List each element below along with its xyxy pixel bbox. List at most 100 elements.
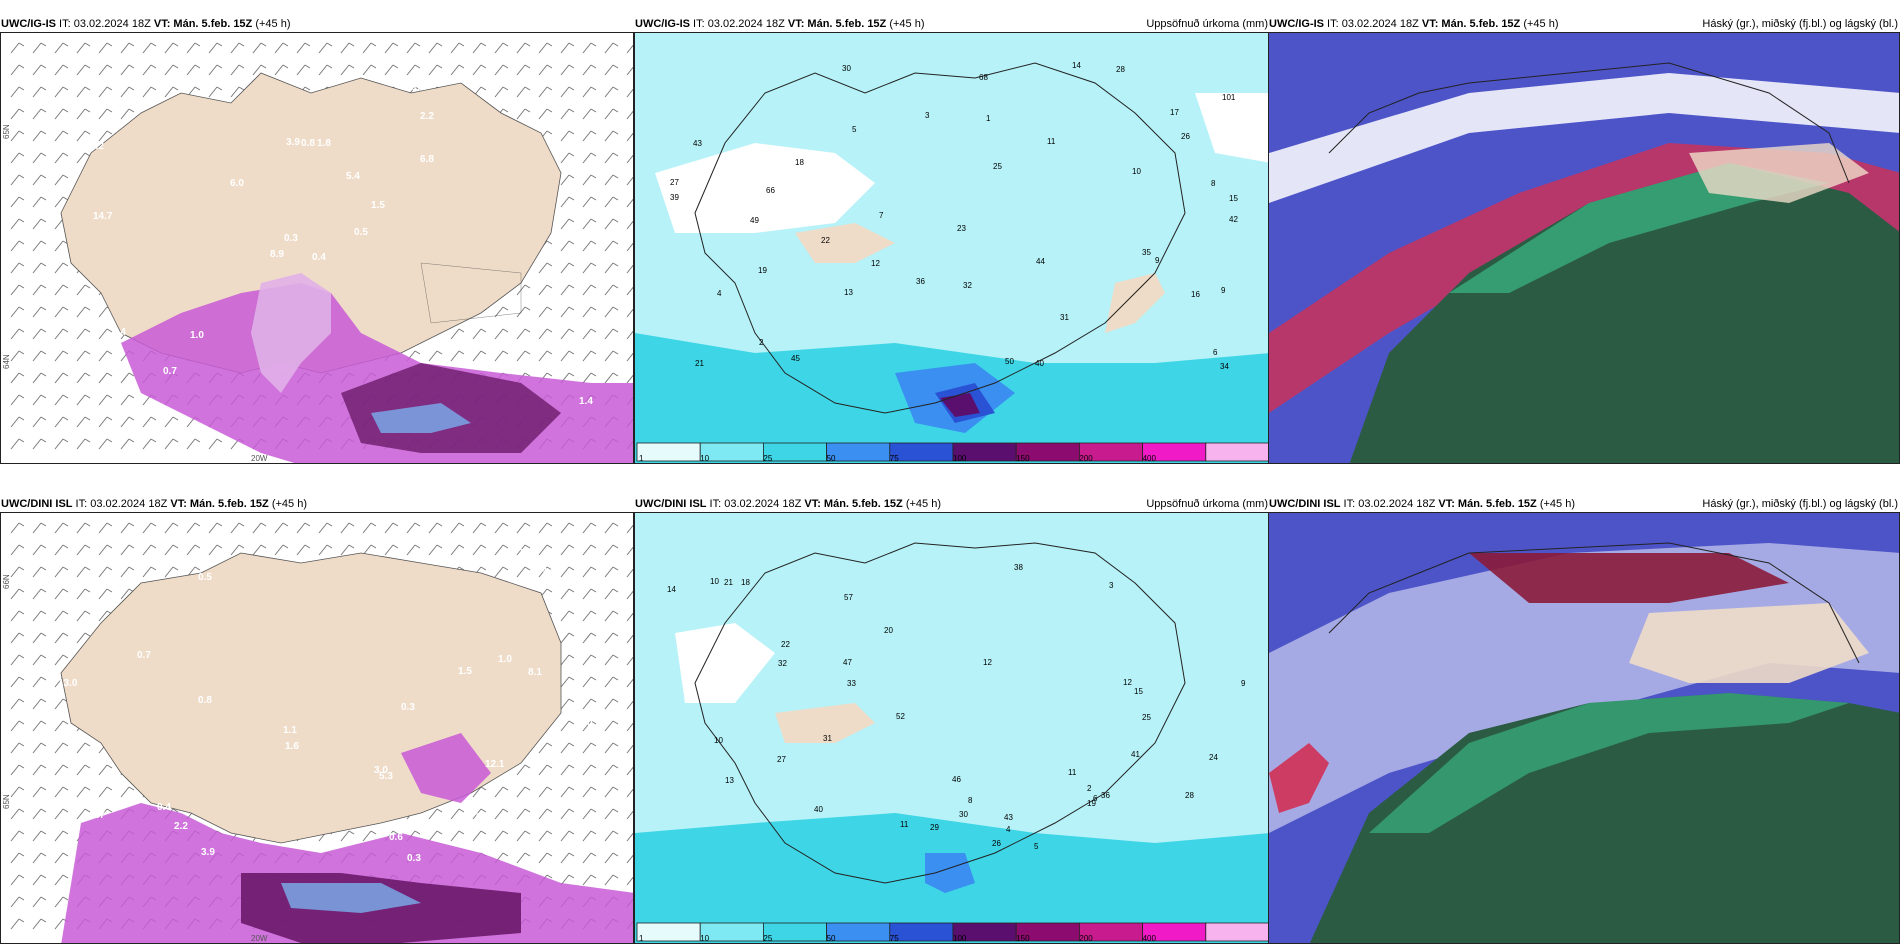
wind-barb-flag bbox=[590, 196, 597, 201]
wind-barb bbox=[450, 42, 460, 54]
wind-barb bbox=[604, 874, 614, 886]
wind-barb-flag bbox=[436, 522, 443, 527]
wind-barb-flag bbox=[524, 108, 531, 113]
wind-barb bbox=[340, 544, 350, 556]
wind-barb-flag bbox=[612, 284, 619, 289]
wind-barb-flag bbox=[106, 42, 113, 47]
wind-barb-flag bbox=[612, 108, 619, 113]
wind-barb bbox=[494, 64, 504, 76]
wind-barb bbox=[230, 86, 240, 98]
wind-barb bbox=[54, 654, 64, 666]
wind-barb-flag bbox=[150, 42, 157, 47]
wind-barb-flag bbox=[62, 566, 69, 571]
wind-barb bbox=[54, 42, 64, 54]
wind-barb bbox=[186, 64, 196, 76]
accum-value-label: 27 bbox=[670, 178, 679, 187]
accum-value-label: 32 bbox=[778, 659, 787, 668]
init-time: IT: 03.02.2024 18Z bbox=[72, 498, 171, 510]
wind-barb bbox=[604, 130, 614, 142]
wind-barb bbox=[98, 130, 108, 142]
wind-barb-flag bbox=[62, 610, 69, 615]
wind-barb bbox=[604, 676, 614, 688]
wind-barb bbox=[120, 438, 130, 450]
wind-barb bbox=[32, 874, 42, 886]
wind-barb bbox=[384, 522, 394, 534]
wind-barb bbox=[626, 876, 633, 886]
wind-barb-flag bbox=[128, 416, 135, 421]
wind-barb bbox=[32, 218, 42, 230]
wind-barb bbox=[54, 522, 64, 534]
accum-value-label: 25 bbox=[1142, 713, 1151, 722]
panel-title-2: UWC/IG-IS IT: 03.02.2024 18Z VT: Mán. 5.… bbox=[635, 16, 925, 32]
wind-barb bbox=[54, 544, 64, 556]
wind-barb-flag bbox=[612, 152, 619, 157]
wind-barb-flag bbox=[84, 64, 91, 69]
wind-barb-flag bbox=[62, 42, 69, 47]
wind-barb bbox=[516, 108, 526, 120]
wind-barb-flag bbox=[524, 830, 531, 835]
wind-barb-flag bbox=[612, 698, 619, 703]
accum-value-label: 35 bbox=[1142, 248, 1151, 257]
precip-value-label: 14.7 bbox=[93, 211, 113, 222]
wind-barb bbox=[76, 86, 86, 98]
wind-barb bbox=[54, 218, 64, 230]
cloud-green-1 bbox=[1349, 163, 1899, 463]
wind-barb bbox=[98, 108, 108, 120]
wind-barb-flag bbox=[18, 918, 25, 923]
wind-barb-flag bbox=[590, 306, 597, 311]
wind-barb bbox=[560, 64, 570, 76]
wind-barb bbox=[164, 86, 174, 98]
left-values-2: 0.3 0.5 0.4 0.7 1.0 0.6 0.5 0.8 1.6 2.2 2.7 3.1 1.1 3… bbox=[44, 548, 601, 864]
wind-barb bbox=[538, 350, 548, 362]
wind-barb bbox=[120, 544, 130, 556]
wind-barb-flag bbox=[590, 174, 597, 179]
wind-barb-flag bbox=[590, 108, 597, 113]
wind-barb-flag bbox=[84, 610, 91, 615]
wind-barb-flag bbox=[62, 152, 69, 157]
wind-barb bbox=[32, 544, 42, 556]
wind-barb-flag bbox=[40, 86, 47, 91]
accum-value-label: 27 bbox=[777, 755, 786, 764]
model-name: UWC/DINI ISL bbox=[635, 498, 707, 510]
wind-barb bbox=[10, 808, 20, 820]
wind-barb-flag bbox=[612, 720, 619, 725]
precip-value-label: 3.9 bbox=[286, 137, 300, 148]
wind-barb bbox=[494, 306, 504, 318]
wind-barb bbox=[362, 64, 372, 76]
wind-barb bbox=[560, 86, 570, 98]
colorbar-segment bbox=[636, 922, 701, 942]
wind-barb-flag bbox=[238, 64, 245, 69]
accum-value-label: 3 bbox=[1109, 581, 1114, 590]
wind-barb-flag bbox=[106, 764, 113, 769]
wind-barb bbox=[604, 830, 614, 842]
wind-barb bbox=[120, 108, 130, 120]
wind-barb bbox=[142, 544, 152, 556]
wind-barb bbox=[560, 218, 570, 230]
wind-barb bbox=[626, 722, 633, 732]
wind-barb bbox=[516, 786, 526, 798]
wind-barb-flag bbox=[106, 786, 113, 791]
wind-barb bbox=[450, 328, 460, 340]
wind-barb bbox=[32, 130, 42, 142]
wind-barb bbox=[32, 284, 42, 296]
wind-barb bbox=[164, 522, 174, 534]
wind-barb-flag bbox=[326, 544, 333, 549]
wind-barb bbox=[186, 522, 196, 534]
wind-barb-flag bbox=[612, 610, 619, 615]
accum-value-label: 1 bbox=[986, 114, 991, 123]
wind-barb-flag bbox=[84, 742, 91, 747]
wind-barb bbox=[560, 852, 570, 864]
wind-barb bbox=[76, 742, 86, 754]
wind-barb bbox=[274, 42, 284, 54]
wind-barb-flag bbox=[502, 306, 509, 311]
wind-barb bbox=[560, 830, 570, 842]
wind-barb bbox=[54, 610, 64, 622]
wind-barb bbox=[428, 42, 438, 54]
wind-barb-flag bbox=[414, 522, 421, 527]
wind-barb-flag bbox=[172, 566, 179, 571]
wind-barb-flag bbox=[568, 808, 575, 813]
wind-barb bbox=[54, 764, 64, 776]
wind-barb bbox=[538, 852, 548, 864]
wind-barb bbox=[54, 262, 64, 274]
accum-value-label: 13 bbox=[725, 776, 734, 785]
